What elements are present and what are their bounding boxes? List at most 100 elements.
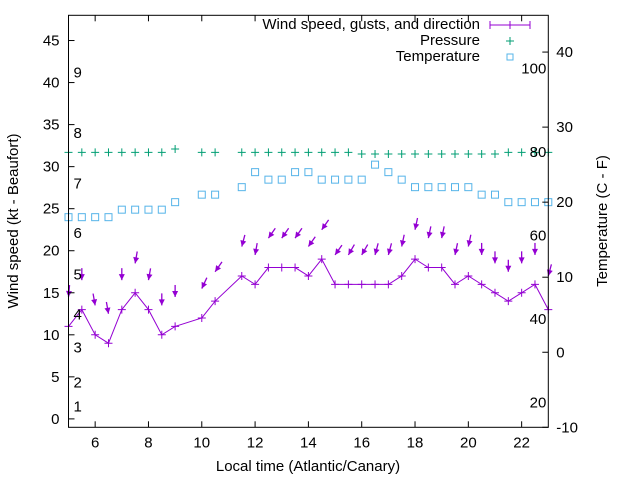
- wind-speed-point: [437, 263, 446, 272]
- wind-speed-point: [490, 288, 499, 297]
- pressure-point: [437, 150, 446, 159]
- gust-direction-arrow: [78, 268, 85, 281]
- gust-direction-arrow: [373, 243, 380, 256]
- wind-speed-point: [517, 288, 526, 297]
- gust-direction-arrow: [387, 243, 393, 256]
- pressure-point: [117, 148, 126, 157]
- y-tick-label: 20: [43, 243, 60, 260]
- gust-direction-arrow: [201, 277, 208, 289]
- wind-speed-point: [251, 280, 260, 289]
- pressure-point: [277, 148, 286, 157]
- pressure-point: [131, 148, 140, 157]
- beaufort-label: 2: [74, 375, 82, 392]
- pressure-point: [344, 148, 353, 157]
- beaufort-label: 4: [74, 307, 82, 324]
- legend: Wind speed, gusts, and direction Pressur…: [262, 16, 531, 65]
- temperature-point: [317, 175, 326, 184]
- gust-direction-arrow: [400, 234, 406, 247]
- wind-speed-point: [464, 271, 473, 280]
- wind-speed-point: [371, 280, 380, 289]
- temperature-point: [424, 183, 433, 192]
- legend-temperature-swatch: [506, 53, 514, 61]
- y2-tick-label: 0: [556, 344, 564, 361]
- gust-direction-arrow: [91, 293, 98, 306]
- temperature-point: [331, 175, 340, 184]
- wind-speed-point: [397, 271, 406, 280]
- temperature-point: [344, 175, 353, 184]
- wind-speed-point: [411, 255, 420, 264]
- wind-speed-point: [197, 313, 206, 322]
- pressure-point: [384, 150, 393, 159]
- y-tick-label: 5: [51, 369, 59, 386]
- gust-direction-arrow: [146, 268, 153, 281]
- y-tick-label: 25: [43, 201, 60, 218]
- y-axis-label: Wind speed (kt - Beaufort): [5, 133, 22, 308]
- temperature-point: [304, 168, 313, 177]
- wind-speed-point: [291, 263, 300, 272]
- temperature-point: [464, 183, 473, 192]
- temperature-point: [197, 190, 206, 199]
- temperature-point: [237, 183, 246, 192]
- y-tick-label: 35: [43, 117, 60, 134]
- pressure-point: [464, 150, 473, 159]
- gust-direction-arrow: [214, 261, 223, 273]
- wind-speed-point: [237, 271, 246, 280]
- gust-direction-arrow: [172, 284, 179, 297]
- gust-direction-arrow: [307, 236, 316, 247]
- y-tick-label: 10: [43, 327, 60, 344]
- wind-speed-point: [451, 280, 460, 289]
- gust-direction-arrow: [104, 301, 111, 314]
- temperature-point: [397, 175, 406, 184]
- gust-direction-arrow: [466, 234, 473, 247]
- wind-speed-point: [357, 280, 366, 289]
- temperature-point: [384, 168, 393, 177]
- pressure-point: [104, 148, 113, 157]
- temperature-point: [437, 183, 446, 192]
- gust-direction-arrow: [133, 251, 140, 264]
- y-tick-label: 45: [43, 33, 60, 50]
- gust-direction-arrow: [253, 243, 260, 256]
- temperature-point: [171, 198, 180, 207]
- temperature-point: [411, 183, 420, 192]
- y-tick-label: 40: [43, 75, 60, 92]
- pressure-point: [157, 148, 166, 157]
- y-tick-label: 0: [51, 411, 59, 428]
- gust-direction-arrow: [531, 242, 538, 255]
- temperature-point: [104, 213, 113, 222]
- wind-speed-point: [504, 297, 513, 306]
- wind-speed-point: [344, 280, 353, 289]
- wind-speed-point: [277, 263, 286, 272]
- y2-tick-label: -10: [556, 419, 578, 436]
- pressure-point: [211, 148, 220, 157]
- temperature-point: [504, 198, 513, 207]
- x-tick-label: 8: [144, 434, 152, 451]
- gust-direction-arrow: [158, 293, 165, 306]
- wind-speed-point: [384, 280, 393, 289]
- gust-direction-arrow: [294, 227, 303, 239]
- plot-frame: [68, 14, 549, 428]
- pressure-point: [77, 148, 86, 157]
- legend-wind-label: Wind speed, gusts, and direction: [262, 16, 480, 33]
- pressure-point: [477, 150, 486, 159]
- wind-speed-point: [317, 255, 326, 264]
- y2-tick-label: 20: [556, 194, 573, 211]
- pressure-point: [397, 150, 406, 159]
- temperature-point: [77, 213, 86, 222]
- gust-direction-arrow: [413, 217, 420, 230]
- wind-speed-point: [91, 330, 100, 339]
- wind-speed-line: [68, 258, 549, 344]
- pressure-point: [357, 150, 366, 159]
- gust-direction-arrow: [281, 227, 290, 239]
- wind-speed-point: [530, 280, 539, 289]
- wind-speed-point: [104, 339, 113, 348]
- pressure-point: [237, 148, 246, 157]
- fahrenheit-label: 40: [530, 311, 547, 328]
- x-tick-label: 6: [91, 434, 99, 451]
- gust-direction-arrow: [321, 219, 330, 231]
- pressure-point: [304, 148, 313, 157]
- fahrenheit-label: 80: [530, 144, 547, 161]
- wind-speed-point: [144, 305, 153, 314]
- pressure-point: [291, 148, 300, 157]
- gust-direction-arrow: [240, 234, 247, 247]
